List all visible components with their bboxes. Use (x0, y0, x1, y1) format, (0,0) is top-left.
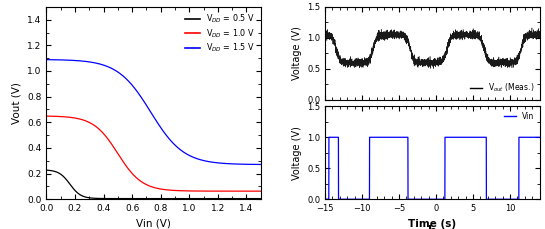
Y-axis label: Voltage (V): Voltage (V) (292, 26, 301, 80)
X-axis label: Vin (V): Vin (V) (136, 219, 171, 229)
Legend: V$_{DD}$ = 0.5 V, V$_{DD}$ = 1.0 V, V$_{DD}$ = 1.5 V: V$_{DD}$ = 0.5 V, V$_{DD}$ = 1.0 V, V$_{… (184, 11, 257, 56)
Legend: Vin: Vin (503, 110, 536, 122)
Y-axis label: Voltage (V): Voltage (V) (292, 126, 301, 180)
Legend: V$_{out}$ (Meas.): V$_{out}$ (Meas.) (469, 80, 536, 96)
Y-axis label: Vout (V): Vout (V) (11, 82, 22, 124)
X-axis label: Time (s): Time (s) (408, 219, 456, 229)
Text: b: b (428, 225, 437, 229)
